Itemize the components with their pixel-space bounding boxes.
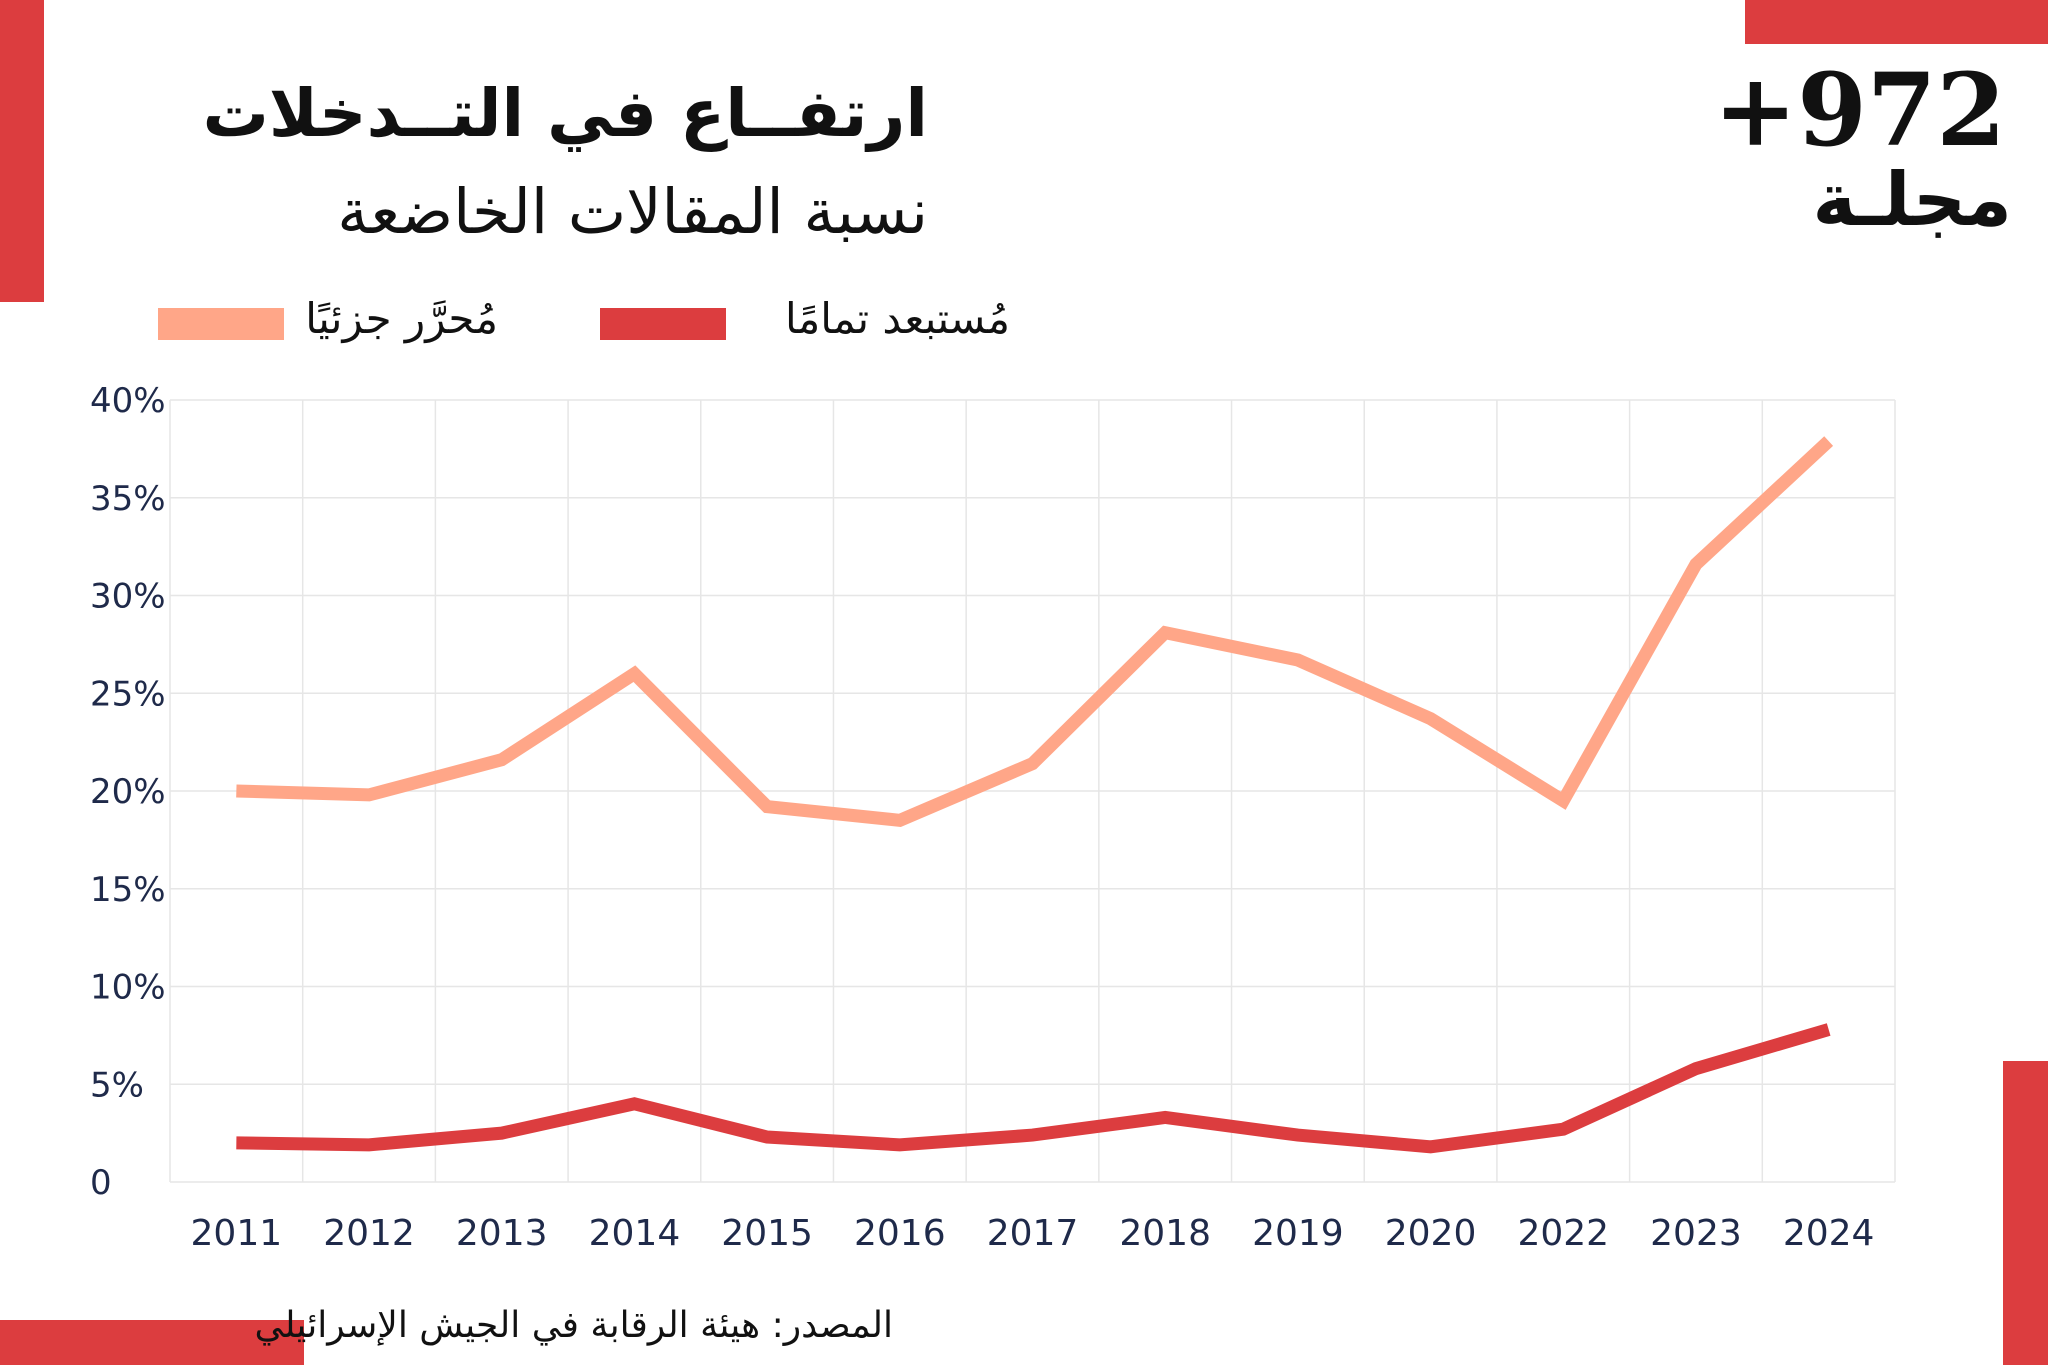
legend-item-full: مُستبعد تمامًا xyxy=(600,290,1010,350)
accent-bar-left-bottom xyxy=(0,1320,304,1365)
x-tick-label: 2023 xyxy=(1650,1213,1742,1254)
y-tick-label: 0 xyxy=(90,1163,112,1203)
y-tick-label: 5% xyxy=(90,1065,144,1105)
x-tick-label: 2015 xyxy=(721,1213,813,1254)
chart-subtitle: نسبة المقالات الخاضعة xyxy=(337,175,928,248)
x-tick-label: 2017 xyxy=(987,1213,1079,1254)
brand-logo-word: مجلـة xyxy=(1812,157,2012,243)
x-tick-label: 2024 xyxy=(1783,1213,1875,1254)
y-tick-label: 30% xyxy=(90,577,166,617)
accent-bar-right-top xyxy=(1745,0,2048,44)
legend-label-partial: مُحرَّر جزئيًا xyxy=(305,294,498,343)
x-tick-label: 2014 xyxy=(589,1213,681,1254)
series-line-full xyxy=(236,1023,1831,1154)
x-tick-label: 2020 xyxy=(1385,1213,1477,1254)
x-tick-label: 2016 xyxy=(854,1213,946,1254)
series-line-partial xyxy=(236,436,1834,827)
x-tick-label: 2013 xyxy=(456,1213,548,1254)
x-tick-label: 2019 xyxy=(1252,1213,1344,1254)
legend-swatch-partial xyxy=(158,308,284,340)
chart-title: ارتفــاع في التــدخلات xyxy=(202,75,928,152)
y-tick-label: 40% xyxy=(90,381,166,421)
accent-bar-left-top xyxy=(0,0,44,302)
x-tick-label: 2012 xyxy=(323,1213,415,1254)
accent-bar-right-bottom xyxy=(2003,1061,2048,1365)
y-tick-label: 20% xyxy=(90,772,166,812)
legend-item-partial: مُحرَّر جزئيًا xyxy=(158,290,498,350)
brand-logo-number: +972 xyxy=(1713,51,2006,169)
legend-swatch-full xyxy=(600,308,726,340)
x-tick-label: 2022 xyxy=(1517,1213,1609,1254)
y-tick-label: 10% xyxy=(90,968,166,1008)
x-tick-label: 2011 xyxy=(191,1213,283,1254)
y-tick-label: 25% xyxy=(90,674,166,714)
legend-label-full: مُستبعد تمامًا xyxy=(784,294,1010,343)
x-tick-label: 2018 xyxy=(1119,1213,1211,1254)
y-tick-label: 35% xyxy=(90,479,166,519)
source-note: المصدر: هيئة الرقابة في الجيش الإسرائيلي xyxy=(254,1305,893,1346)
y-tick-label: 15% xyxy=(90,870,166,910)
